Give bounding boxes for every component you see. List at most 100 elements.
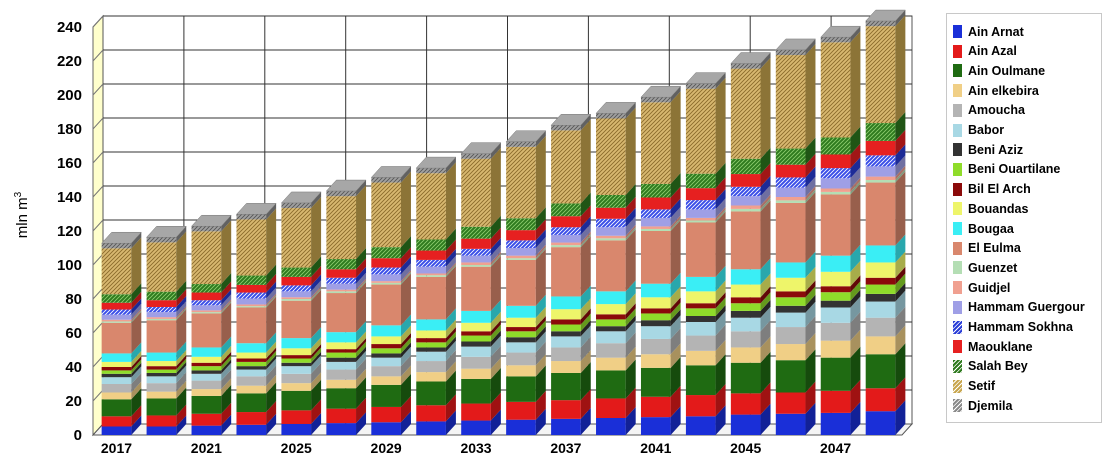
bar-segment-side bbox=[400, 247, 411, 268]
bar-segment-side bbox=[670, 220, 681, 284]
bar-segment-side bbox=[400, 256, 411, 275]
bar-segment bbox=[551, 309, 581, 320]
bar-segment bbox=[820, 412, 851, 435]
bar-segment-side bbox=[266, 203, 277, 220]
legend-swatch bbox=[953, 281, 962, 295]
bar-segment-side bbox=[805, 286, 816, 306]
bar-segment bbox=[506, 259, 536, 306]
bar-segment-side bbox=[895, 400, 906, 435]
bar-segment-side bbox=[715, 405, 726, 435]
bar-segment-side bbox=[535, 408, 546, 435]
bar-segment bbox=[640, 283, 671, 298]
bar-top bbox=[101, 231, 142, 244]
bar-segment bbox=[326, 196, 357, 260]
bar-segment-side bbox=[850, 379, 861, 413]
bar-segment bbox=[596, 240, 626, 292]
bar-segment bbox=[326, 291, 357, 294]
bar-segment-side bbox=[850, 26, 861, 43]
gridline-side bbox=[92, 151, 104, 164]
bar-segment bbox=[191, 425, 222, 435]
bar-segment bbox=[596, 326, 626, 332]
bar-segment-side bbox=[266, 358, 277, 377]
bar-segment-side bbox=[221, 289, 232, 306]
legend-item: Salah Bey bbox=[953, 357, 1028, 376]
bar-segment bbox=[820, 255, 851, 272]
bar-top bbox=[460, 142, 502, 154]
bar-segment bbox=[191, 231, 222, 285]
bar-segment-side bbox=[580, 336, 591, 362]
bar-segment bbox=[461, 346, 491, 357]
bar-segment-side bbox=[625, 320, 636, 344]
bar-top bbox=[550, 114, 592, 126]
bar-segment bbox=[865, 21, 896, 27]
bar-segment-side bbox=[850, 329, 861, 358]
bar-segment-side bbox=[850, 183, 861, 256]
bar-segment-side bbox=[625, 229, 636, 292]
bar-segment-side bbox=[670, 172, 681, 198]
bar-segment-side bbox=[805, 301, 816, 328]
bar-segment-side bbox=[895, 144, 906, 167]
bar-segment-side bbox=[850, 180, 861, 195]
bar-segment-side bbox=[715, 211, 726, 277]
y-tick-label: 240 bbox=[57, 19, 82, 36]
bar-segment-side bbox=[266, 281, 277, 299]
legend-item: Hammam Guergour bbox=[953, 298, 1085, 317]
gridline-side bbox=[92, 49, 104, 62]
bar-segment-side bbox=[356, 266, 367, 284]
bar-segment bbox=[236, 292, 267, 299]
bar-segment-side bbox=[535, 219, 546, 241]
bar-segment-side bbox=[445, 239, 456, 260]
bar-segment bbox=[775, 305, 806, 313]
legend-item: Amoucha bbox=[953, 101, 1025, 120]
bar-segment bbox=[551, 245, 581, 248]
legend-swatch bbox=[953, 261, 962, 275]
bar-segment-side bbox=[895, 282, 906, 302]
bar-segment-side bbox=[445, 228, 456, 251]
bar-top bbox=[775, 38, 817, 51]
bar-segment-side bbox=[760, 306, 771, 332]
bar-segment bbox=[146, 318, 177, 321]
y-tick-label: 160 bbox=[57, 155, 82, 172]
bar-segment bbox=[551, 296, 581, 310]
bar-segment bbox=[685, 88, 716, 174]
bar-segment-side bbox=[490, 251, 501, 265]
bar-segment-side bbox=[715, 189, 726, 210]
bar-segment-side bbox=[535, 320, 546, 338]
bar-segment-side bbox=[715, 310, 726, 336]
bar-segment bbox=[506, 337, 536, 343]
bar-segment bbox=[820, 286, 851, 293]
bar-segment-side bbox=[715, 162, 726, 189]
bar-segment-side bbox=[311, 399, 322, 424]
bar-segment-side bbox=[670, 302, 681, 321]
bar-segment-side bbox=[445, 340, 456, 362]
bar-segment-side bbox=[400, 314, 411, 337]
bar-segment-side bbox=[266, 413, 277, 435]
bar-segment bbox=[326, 277, 357, 284]
bar-segment bbox=[730, 303, 761, 311]
bar-segment bbox=[236, 358, 267, 362]
bar-segment bbox=[685, 220, 716, 223]
bar-segment-side bbox=[625, 315, 636, 332]
bar-segment bbox=[101, 314, 132, 320]
bar-segment-side bbox=[221, 351, 232, 367]
bar-segment-side bbox=[311, 337, 322, 356]
bar-segment-side bbox=[895, 112, 906, 141]
bar-segment-side bbox=[850, 177, 861, 192]
bar-segment bbox=[506, 230, 536, 241]
bar-segment-side bbox=[356, 358, 367, 380]
bar-segment bbox=[416, 330, 446, 339]
bar-stack bbox=[146, 226, 187, 435]
bar-segment bbox=[640, 297, 671, 309]
legend-label: Ain Arnat bbox=[968, 24, 1024, 39]
bar-segment-side bbox=[131, 232, 142, 249]
bar-segment bbox=[371, 366, 401, 377]
bar-segment-side bbox=[356, 338, 367, 353]
bar-segment-side bbox=[356, 368, 367, 389]
bar-segment-side bbox=[311, 362, 322, 384]
legend-swatch bbox=[953, 399, 962, 413]
bar-segment bbox=[101, 384, 132, 393]
bar-segment bbox=[730, 269, 761, 285]
bar-segment-side bbox=[221, 359, 232, 374]
bar-segment-side bbox=[356, 350, 367, 370]
bar-segment-side bbox=[535, 365, 546, 402]
